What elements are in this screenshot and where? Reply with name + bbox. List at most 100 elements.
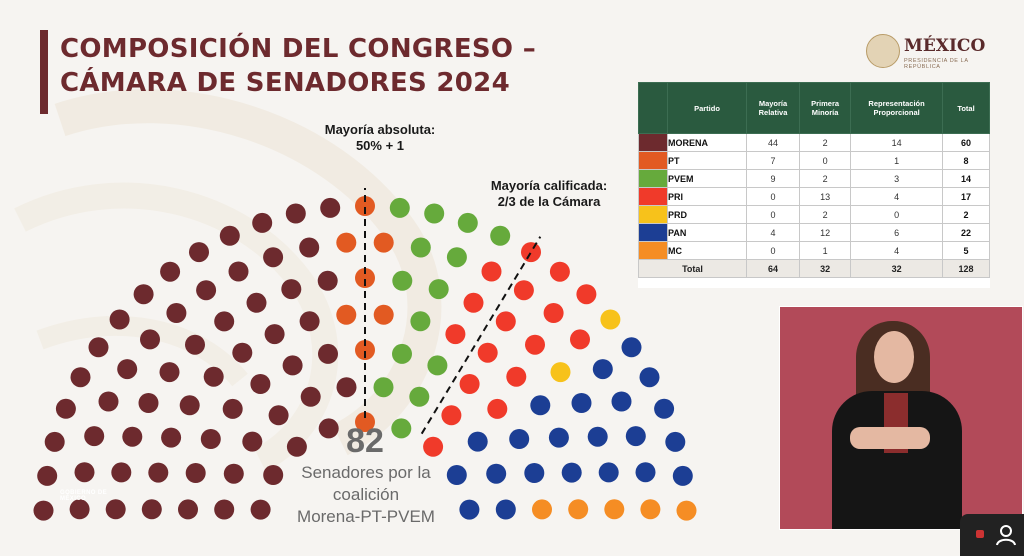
table-cell-party: PRI bbox=[667, 187, 747, 206]
table-total-mayoria-relativa: 64 bbox=[745, 259, 801, 278]
table-cell-pm: 0 bbox=[799, 151, 852, 170]
seat-morena bbox=[320, 197, 341, 218]
seat-pan bbox=[524, 463, 545, 483]
table-cell-rp: 1 bbox=[850, 151, 943, 170]
page-title-line-1: COMPOSICIÓN DEL CONGRESO – bbox=[60, 34, 536, 64]
table-cell-total: 5 bbox=[942, 241, 990, 260]
seat-morena bbox=[299, 311, 320, 332]
table-cell-mr: 44 bbox=[745, 133, 801, 152]
annotation-mayoria-absoluta: Mayoría absoluta: 50% + 1 bbox=[320, 122, 440, 154]
seat-morena bbox=[148, 462, 169, 483]
seat-morena bbox=[250, 374, 271, 394]
annotation-mayoria-calificada: Mayoría calificada: 2/3 de la Cámara bbox=[474, 178, 624, 210]
seat-pri bbox=[513, 280, 534, 301]
seat-morena bbox=[88, 337, 109, 358]
senate-hemicycle-chart bbox=[33, 188, 697, 521]
seat-pvem bbox=[391, 418, 412, 439]
party-color-swatch bbox=[638, 187, 668, 206]
party-color-swatch bbox=[638, 223, 668, 242]
table-cell-pm: 1 bbox=[799, 241, 852, 260]
annotation-mayoria-absoluta-line-1: Mayoría absoluta: bbox=[324, 122, 436, 137]
seat-pri bbox=[463, 292, 484, 313]
seat-morena bbox=[74, 462, 95, 483]
seat-morena bbox=[98, 391, 119, 412]
seat-morena bbox=[223, 463, 244, 484]
seat-pan bbox=[654, 398, 675, 419]
annotation-mayoria-calificada-line-1: Mayoría calificada: bbox=[490, 178, 608, 193]
seat-pri bbox=[525, 334, 545, 355]
seat-morena bbox=[133, 284, 154, 305]
seat-morena bbox=[300, 386, 321, 407]
seat-mc bbox=[532, 499, 552, 520]
user-overlay-button[interactable] bbox=[960, 514, 1024, 556]
table-cell-mr: 9 bbox=[745, 169, 801, 188]
seat-pvem bbox=[424, 203, 445, 224]
table-header-primera-minoria: Primera Minoría bbox=[799, 82, 852, 134]
seat-morena bbox=[69, 499, 90, 520]
seat-morena bbox=[44, 431, 65, 452]
seat-morena bbox=[336, 377, 357, 398]
seat-pri bbox=[576, 284, 597, 305]
seat-pt bbox=[373, 304, 394, 325]
seat-morena bbox=[250, 499, 271, 520]
seat-morena bbox=[161, 427, 182, 448]
seat-pt bbox=[355, 196, 375, 216]
seat-morena bbox=[263, 465, 284, 485]
gobierno-de-mexico-logo: GOBIERNO DE MÉXICO bbox=[56, 476, 124, 506]
table-cell-mr: 4 bbox=[745, 223, 801, 242]
table-cell-mr: 0 bbox=[745, 187, 801, 206]
seat-pri bbox=[481, 261, 502, 282]
seat-prd bbox=[550, 362, 571, 383]
seat-morena bbox=[105, 499, 126, 520]
seat-morena bbox=[281, 279, 302, 300]
party-color-swatch bbox=[638, 205, 668, 224]
seat-pri bbox=[459, 374, 480, 394]
seat-morena bbox=[138, 393, 159, 413]
seat-pri bbox=[570, 329, 590, 350]
table-total-representacion-proporcional: 32 bbox=[850, 259, 943, 278]
party-color-swatch bbox=[638, 241, 668, 260]
seat-morena bbox=[140, 329, 160, 350]
table-total-label: Total bbox=[638, 259, 747, 278]
seat-pan bbox=[495, 499, 516, 520]
seat-morena bbox=[159, 362, 180, 383]
table-cell-party: PRD bbox=[667, 205, 747, 224]
seat-pvem bbox=[457, 212, 478, 233]
seat-morena bbox=[117, 359, 138, 380]
seat-morena bbox=[200, 429, 221, 449]
seat-morena bbox=[111, 462, 132, 483]
seat-pri bbox=[521, 242, 541, 263]
gobierno-logo-text: GOBIERNO DE MÉXICO bbox=[60, 490, 108, 502]
table-header-row: Partido Mayoría Relativa Primera Minoría… bbox=[638, 82, 990, 134]
seat-pan bbox=[530, 395, 551, 416]
table-header-total: Total bbox=[942, 82, 990, 134]
seat-pvem bbox=[409, 386, 430, 407]
annotation-mayoria-absoluta-line-2: 50% + 1 bbox=[355, 138, 405, 153]
seat-pvem bbox=[373, 377, 394, 398]
interpreter-face bbox=[874, 331, 914, 383]
seat-morena bbox=[318, 343, 338, 364]
seat-mc bbox=[568, 499, 589, 520]
seat-pri bbox=[423, 436, 444, 457]
seat-morena bbox=[246, 292, 267, 313]
seat-morena bbox=[185, 463, 206, 483]
eagle-seal-icon bbox=[866, 34, 900, 68]
table-row: MORENA 44 2 14 60 bbox=[638, 133, 990, 152]
seat-pt bbox=[355, 268, 375, 288]
table-row: PRI 0 13 4 17 bbox=[638, 187, 990, 206]
seat-morena bbox=[141, 499, 162, 520]
table-cell-mr: 7 bbox=[745, 151, 801, 170]
seat-pvem bbox=[410, 237, 431, 258]
table-header-representacion-proporcional: Representación Proporcional bbox=[850, 82, 943, 134]
seat-pri bbox=[441, 405, 462, 426]
sign-language-interpreter-video bbox=[779, 306, 1023, 530]
table-cell-party: PAN bbox=[667, 223, 747, 242]
coalition-label-line-2: coalición bbox=[332, 485, 400, 504]
table-cell-total: 2 bbox=[942, 205, 990, 224]
seat-morena bbox=[122, 426, 143, 447]
table-total-primera-minoria: 32 bbox=[799, 259, 852, 278]
seat-pvem bbox=[446, 247, 467, 268]
seat-morena bbox=[263, 247, 284, 268]
seat-morena bbox=[299, 237, 320, 258]
table-cell-total: 60 bbox=[942, 133, 990, 152]
